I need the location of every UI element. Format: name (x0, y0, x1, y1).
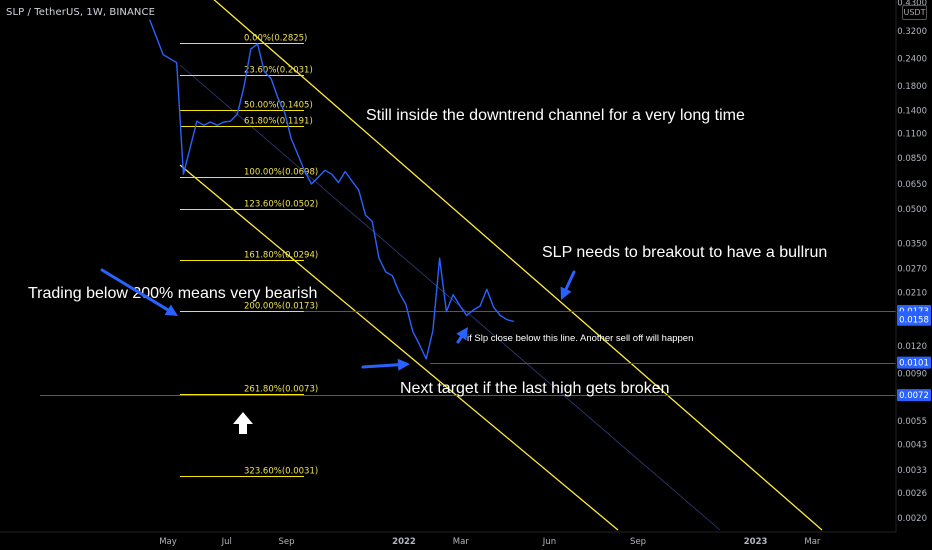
fib-level-label: 50.00%(0.1405) (244, 101, 313, 111)
current-price-tag: 0.0158 (899, 316, 929, 326)
arrow-to-low-shaft (361, 363, 400, 369)
fib-level-label: 100.00%(0.0698) (244, 168, 318, 178)
white-up-arrow (233, 412, 253, 434)
price-axis-tick: 0.0020 (897, 514, 927, 524)
channel-upper-line (213, 0, 823, 531)
arrow-to-200-level-head (164, 304, 178, 316)
time-axis-tick: Jul (221, 537, 232, 547)
price-axis-tick: 0.1800 (897, 82, 927, 92)
price-axis-tick: 0.0850 (897, 154, 927, 164)
price-axis-tick: 0.0210 (897, 288, 927, 298)
arrow-to-channel (560, 270, 576, 300)
annotation-text: Next target if the last high gets broken (400, 380, 669, 397)
price-axis-tick: 0.0120 (897, 342, 927, 352)
time-axis-tick: Sep (630, 537, 646, 547)
time-axis-tick: Mar (453, 537, 470, 547)
fib-level-label: 123.60%(0.0502) (244, 200, 318, 210)
price-axis-tick: 0.0090 (897, 370, 927, 380)
fib-level-label: 161.80%(0.0294) (244, 251, 318, 261)
channel-mid-line (179, 64, 721, 531)
time-axis-tick: Jun (542, 537, 556, 547)
annotation-text: Trading below 200% means very bearish (28, 285, 317, 302)
time-axis-tick: Mar (804, 537, 821, 547)
symbol-title: SLP / TetherUS, 1W, BINANCE (6, 7, 156, 18)
annotation-text: SLP needs to breakout to have a bullrun (542, 244, 827, 261)
price-axis-tick: 0.1400 (897, 106, 927, 116)
annotation-text: Still inside the downtrend channel for a… (366, 107, 745, 124)
arrow-to-low (361, 358, 410, 371)
level-price-tag: 0.0072 (899, 391, 929, 401)
price-axis-tick: 0.0026 (897, 489, 927, 499)
price-axis-tick: 0.0270 (897, 264, 927, 274)
arrow-to-200-level (100, 268, 178, 316)
white-up-arrow-shape (233, 412, 253, 434)
price-axis-tick: 0.0055 (897, 417, 927, 427)
price-axis-tick: 0.3200 (897, 27, 927, 37)
time-axis-tick: 2023 (744, 537, 768, 547)
fib-level-label: 23.60%(0.2031) (244, 66, 313, 76)
fib-level-label: 323.60%(0.0031) (244, 467, 318, 477)
price-axis-tick: 0.0043 (897, 441, 927, 451)
time-axis-tick: 2022 (392, 537, 416, 547)
time-axis-tick: Sep (278, 537, 294, 547)
arrow-to-channel-shaft (564, 270, 576, 291)
price-axis-tick: 0.0033 (897, 466, 927, 476)
current-price-tag-box (897, 313, 931, 326)
channel-lower-line (179, 164, 619, 531)
price-axis-tick: 0.0650 (897, 180, 927, 190)
fib-level-label: 261.80%(0.0073) (244, 385, 318, 395)
arrow-to-low-head (397, 358, 410, 371)
price-axis-tick: 0.1100 (897, 130, 927, 140)
fib-level-label: 0.00%(0.2825) (244, 34, 307, 44)
level-price-tag: 0.0101 (899, 359, 929, 369)
arrow-to-200-level-shaft (100, 268, 170, 312)
annotation-text: if Slp close below this line. Another se… (467, 333, 693, 344)
time-axis-tick: May (159, 537, 177, 547)
price-line (149, 19, 514, 360)
arrow-to-channel-head (560, 286, 572, 300)
price-axis-tick: 0.2400 (897, 55, 927, 65)
fib-level-label: 61.80%(0.1191) (244, 117, 313, 127)
price-axis-tick: 0.0500 (897, 205, 927, 215)
fib-level-label: 200.00%(0.0173) (244, 302, 318, 312)
arrow-to-close-line (456, 327, 468, 344)
arrow-to-close-line-head (456, 327, 468, 341)
level-price-tag-box (897, 389, 931, 402)
arrow-to-close-line-shaft (456, 335, 463, 344)
currency-button[interactable]: USDT (902, 5, 927, 20)
price-axis-tick: 0.0350 (897, 239, 927, 249)
level-price-tag-box (897, 356, 931, 369)
price-axis-tick: 0.4300 (897, 0, 927, 9)
